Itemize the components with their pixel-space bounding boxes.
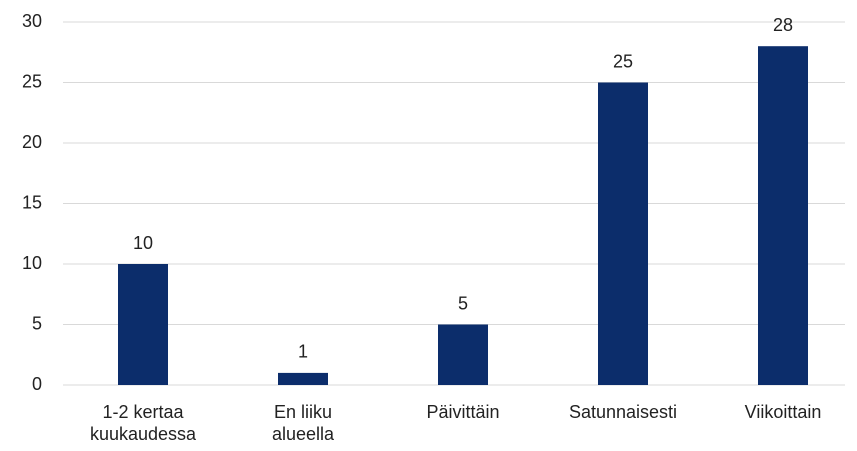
x-tick-label: Viikoittain bbox=[744, 402, 822, 422]
y-tick-label: 20 bbox=[22, 132, 42, 152]
bar bbox=[598, 82, 648, 385]
x-tick-label: Satunnaisesti bbox=[568, 402, 678, 422]
value-label: 1 bbox=[298, 342, 308, 362]
bar bbox=[438, 324, 488, 385]
y-tick-label: 25 bbox=[22, 71, 42, 91]
x-tick-label: 1-2 kertaa kuukaudessa bbox=[89, 402, 197, 444]
x-tick-label: Päivittäin bbox=[426, 402, 500, 422]
y-tick-label: 5 bbox=[32, 313, 42, 333]
y-tick-label: 10 bbox=[22, 253, 42, 273]
value-label: 28 bbox=[773, 15, 793, 35]
y-tick-label: 30 bbox=[22, 11, 42, 31]
bar bbox=[758, 46, 808, 385]
y-tick-label: 15 bbox=[22, 192, 42, 212]
x-tick-label: En liiku alueella bbox=[271, 402, 335, 444]
bar bbox=[118, 264, 168, 385]
value-label: 25 bbox=[613, 51, 633, 71]
value-label: 5 bbox=[458, 293, 468, 313]
y-tick-label: 0 bbox=[32, 374, 42, 394]
value-label: 10 bbox=[133, 233, 153, 253]
bar bbox=[278, 372, 328, 385]
